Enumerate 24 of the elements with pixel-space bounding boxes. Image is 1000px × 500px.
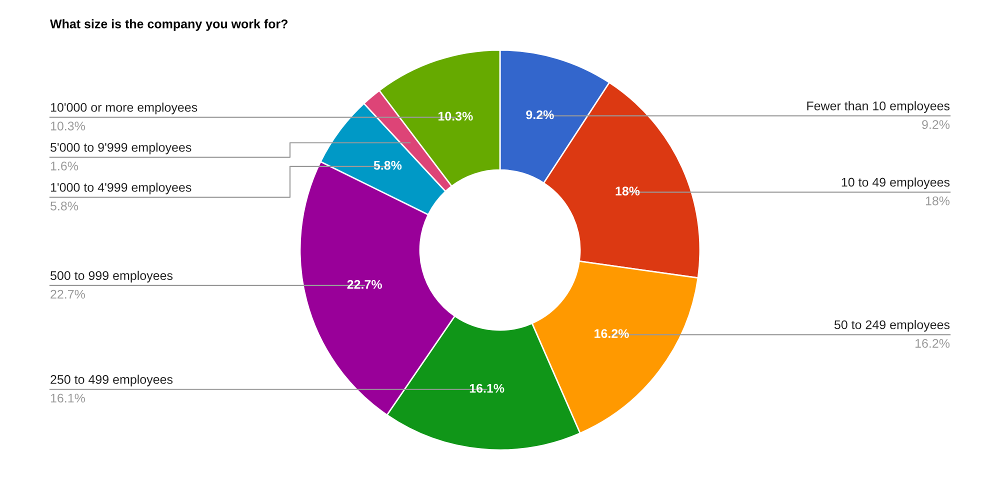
data-label: 22.7% xyxy=(347,280,382,289)
slice-label: 1'000 to 4'999 employees xyxy=(50,182,192,194)
data-label: 18% xyxy=(616,186,640,196)
slice-label: 250 to 499 employees xyxy=(50,374,173,386)
text: 22.7% xyxy=(50,290,85,299)
text: 1.6% xyxy=(50,162,78,170)
data-label: 9.2% xyxy=(526,110,554,120)
text: 16.1% xyxy=(50,394,85,403)
data-label: 10.3% xyxy=(438,112,473,121)
text: 9.2% xyxy=(922,120,950,129)
text: 18% xyxy=(926,196,950,206)
slice-label: 5'000 to 9'999 employees xyxy=(50,142,192,154)
text: 16.2% xyxy=(916,338,950,348)
slice-label: 10 to 49 employees xyxy=(842,177,950,190)
slice-label: 500 to 999 employees xyxy=(50,270,173,282)
slice-label: 10'000 or more employees xyxy=(50,102,198,114)
data-label: 16.2% xyxy=(594,329,629,338)
chart-title: What size is the company you work for? xyxy=(50,19,288,31)
text: 5.8% xyxy=(50,202,78,210)
slice-label: 50 to 249 employees xyxy=(834,320,950,332)
slice-label: Fewer than 10 employees xyxy=(807,101,950,113)
text: 10.3% xyxy=(50,122,85,130)
data-label: 16.1% xyxy=(470,384,504,393)
data-label: 5.8% xyxy=(374,160,402,170)
